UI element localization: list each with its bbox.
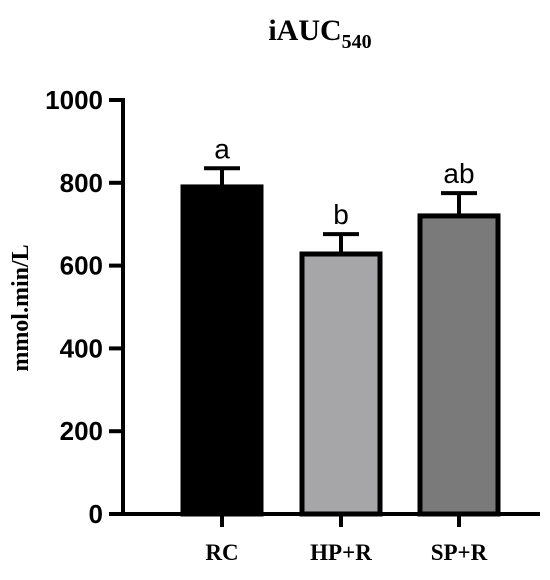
chart-title: iAUC540 <box>268 14 371 53</box>
bar-hp-r <box>299 251 383 517</box>
x-tick-label: SP+R <box>431 540 488 565</box>
significance-label: b <box>333 199 349 230</box>
error-bars-group <box>204 166 477 255</box>
y-tick-label: 0 <box>89 499 103 529</box>
y-axis-ticks: 0 200 400 600 800 1000 <box>45 85 123 529</box>
x-tick-label: HP+R <box>310 540 372 565</box>
x-tick-label: RC <box>205 540 238 565</box>
bar-rc <box>180 184 264 517</box>
x-axis-ticks: RC HP+R SP+R <box>205 514 488 565</box>
y-tick-label: 600 <box>60 251 103 281</box>
y-tick-label: 1000 <box>45 85 103 115</box>
y-tick-label: 200 <box>60 416 103 446</box>
y-tick-label: 400 <box>60 333 103 363</box>
y-axis-label: mmol.min/L <box>8 244 34 371</box>
y-tick-label: 800 <box>60 168 103 198</box>
chart-title-subscript: 540 <box>342 31 372 53</box>
bar-sp-r <box>417 213 501 517</box>
significance-label: ab <box>443 158 474 189</box>
chart-title-main: iAUC <box>268 14 341 47</box>
bars-group <box>180 184 501 517</box>
significance-label: a <box>214 133 230 164</box>
